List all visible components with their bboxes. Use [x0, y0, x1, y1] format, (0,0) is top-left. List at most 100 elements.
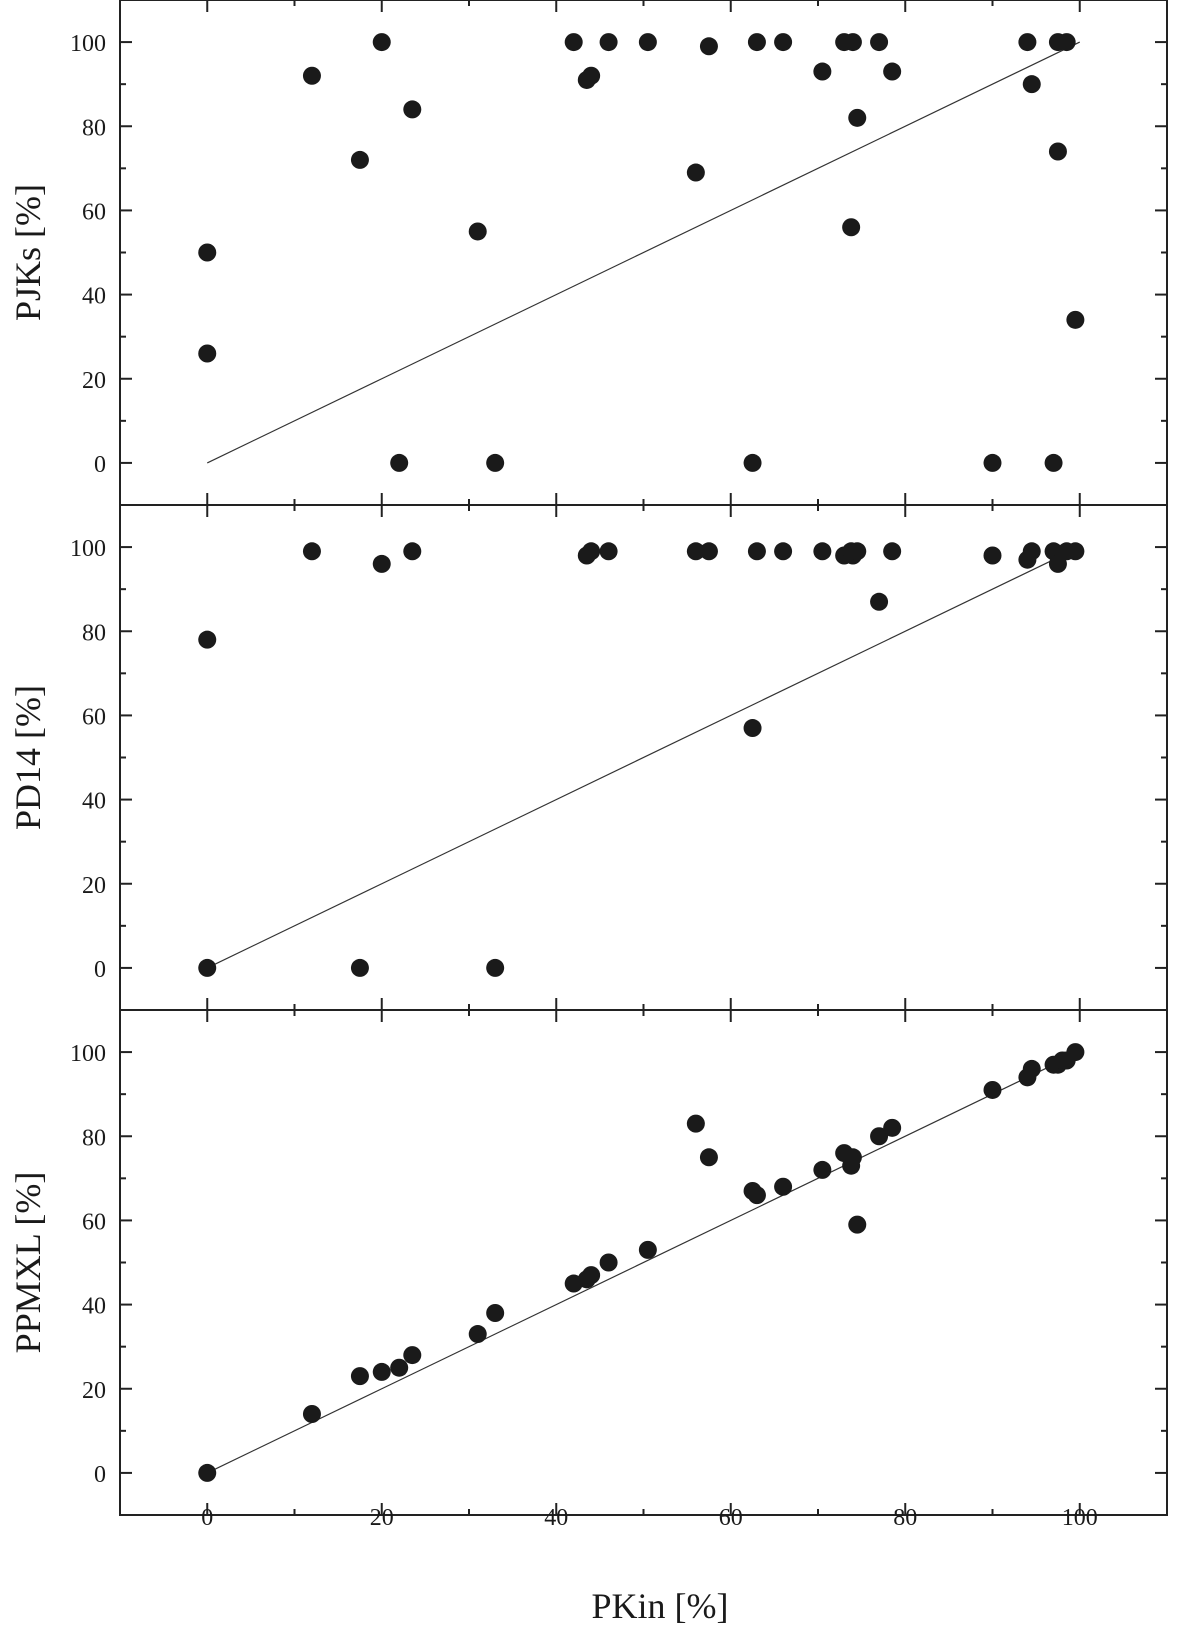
data-point [743, 719, 762, 738]
data-point [403, 100, 422, 119]
data-point [813, 542, 832, 561]
data-point [486, 453, 505, 472]
data-point [198, 1463, 217, 1482]
data-point [638, 33, 657, 52]
data-point [813, 62, 832, 81]
y-tick-label: 40 [82, 284, 106, 310]
y-tick-label: 20 [82, 1378, 106, 1404]
data-point [403, 1346, 422, 1365]
data-point [486, 958, 505, 977]
y-axis-title: PD14 [%] [8, 685, 48, 830]
y-tick-label: 100 [70, 536, 106, 562]
y-tick-label: 100 [70, 31, 106, 57]
data-point [774, 33, 793, 52]
x-tick-labels: 0 20 40 60 80 100 [201, 1505, 1098, 1531]
data-point [870, 33, 889, 52]
reference-line [206, 1051, 1081, 1474]
data-point [1066, 310, 1085, 329]
data-point [848, 1215, 867, 1234]
y-tick-label: 80 [82, 115, 106, 141]
reference-line [206, 546, 1081, 969]
panel-1: 0 20 40 60 80 100 PJKs [%] [8, 0, 1168, 506]
data-point [599, 1253, 618, 1272]
data-point [774, 542, 793, 561]
x-tick-label: 60 [719, 1505, 743, 1531]
data-point [1048, 142, 1067, 161]
data-point [198, 958, 217, 977]
data-point [843, 33, 862, 52]
data-point [486, 1304, 505, 1322]
data-point [883, 542, 902, 561]
data-point [403, 542, 422, 561]
data-point [350, 150, 369, 169]
data-point [686, 1114, 705, 1133]
y-tick-label: 60 [82, 1209, 106, 1235]
data-point [582, 66, 601, 85]
y-tick-label: 20 [82, 368, 106, 394]
data-point [686, 542, 705, 561]
data-point [350, 1367, 369, 1386]
data-point [1066, 542, 1085, 561]
data-point [372, 554, 391, 573]
data-point [813, 1160, 832, 1179]
data-point [1022, 542, 1041, 561]
data-point [983, 453, 1002, 472]
x-tick-label: 20 [370, 1505, 394, 1531]
data-point [747, 542, 766, 561]
data-point [747, 1186, 766, 1205]
reference-line [206, 41, 1081, 464]
data-point [468, 1325, 487, 1344]
data-point [883, 1118, 902, 1137]
data-point [198, 630, 217, 649]
y-tick-label: 80 [82, 620, 106, 646]
y-tick-label: 60 [82, 704, 106, 730]
data-point [774, 1177, 793, 1196]
y-tick-label: 100 [70, 1041, 106, 1067]
y-axis-title: PJKs [%] [8, 184, 48, 321]
panel-2: 0 20 40 60 80 100 PD14 [%] [8, 504, 1168, 1011]
data-point [870, 592, 889, 611]
data-point [350, 958, 369, 977]
data-point [699, 542, 718, 561]
data-point [582, 542, 601, 561]
data-point [983, 546, 1002, 565]
y-tick-label: 80 [82, 1125, 106, 1151]
data-point [302, 66, 321, 85]
data-point [686, 163, 705, 182]
y-tick-label: 0 [94, 957, 106, 983]
data-point [848, 108, 867, 127]
y-tick-label: 40 [82, 789, 106, 815]
data-point [1048, 554, 1067, 573]
data-point [870, 1127, 889, 1146]
data-point [302, 542, 321, 561]
data-point [842, 218, 861, 237]
y-tick-label: 0 [94, 1462, 106, 1488]
data-point [848, 542, 867, 561]
data-point [743, 453, 762, 472]
y-tick-label: 20 [82, 873, 106, 899]
x-tick-label: 40 [544, 1505, 568, 1531]
data-point [599, 542, 618, 561]
y-tick-label: 0 [94, 452, 106, 478]
data-point [198, 243, 217, 262]
x-tick-label: 80 [893, 1505, 917, 1531]
data-point [883, 62, 902, 81]
data-point [699, 37, 718, 56]
data-point [1022, 1059, 1041, 1078]
panel-3: 0 20 40 60 80 100 PPMXL [%] [8, 1009, 1168, 1516]
data-point [843, 1148, 862, 1167]
data-point [1044, 453, 1063, 472]
x-tick-label: 0 [201, 1505, 213, 1531]
data-point [372, 33, 391, 52]
data-point [372, 1362, 391, 1381]
x-tick-label: 100 [1062, 1505, 1098, 1531]
data-point [582, 1266, 601, 1285]
data-point [699, 1148, 718, 1167]
y-tick-label: 40 [82, 1294, 106, 1320]
y-axis-title: PPMXL [%] [8, 1172, 48, 1354]
data-point [468, 222, 487, 241]
data-point [302, 1405, 321, 1423]
data-point [1022, 75, 1041, 94]
data-point [390, 1358, 409, 1377]
